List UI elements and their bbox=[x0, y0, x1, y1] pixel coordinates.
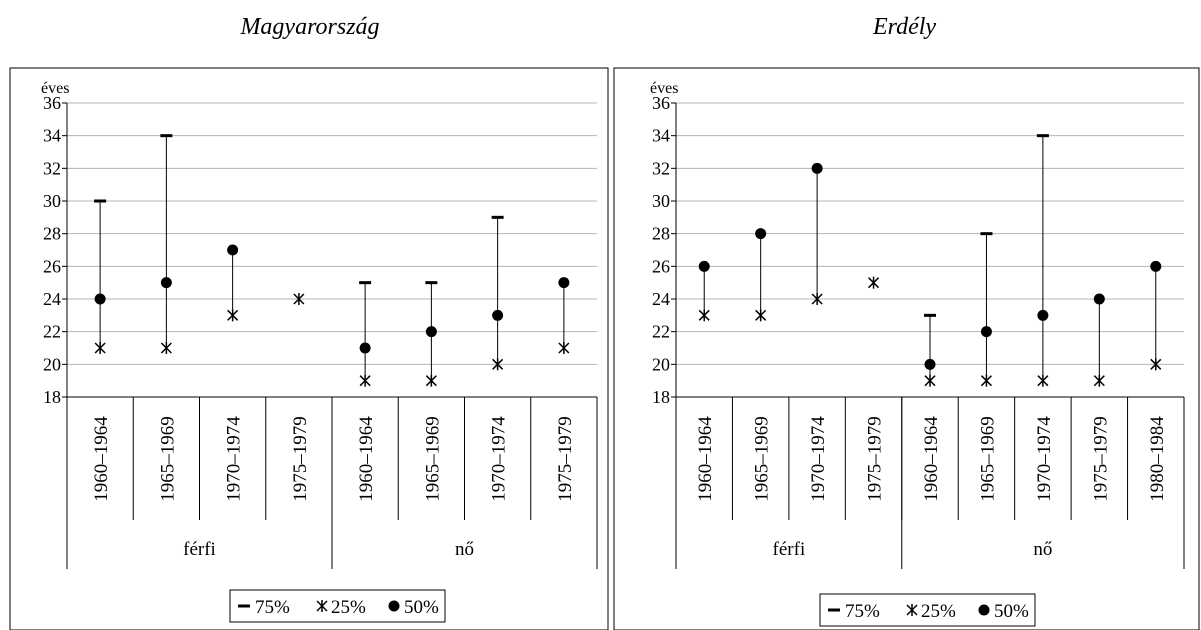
legend-marker-50 bbox=[978, 604, 990, 616]
legend-marker-50 bbox=[388, 600, 400, 612]
y-tick-label: 34 bbox=[652, 126, 670, 146]
marker-25 bbox=[359, 374, 371, 387]
chart-frame bbox=[9, 67, 609, 630]
marker-25 bbox=[924, 374, 936, 387]
y-tick-label: 36 bbox=[43, 93, 61, 113]
category-label: 1960–1964 bbox=[356, 416, 377, 502]
marker-50 bbox=[698, 260, 710, 272]
marker-25 bbox=[1093, 374, 1105, 387]
marker-50 bbox=[359, 342, 371, 354]
legend-label-75: 75% bbox=[845, 601, 880, 622]
marker-50 bbox=[924, 358, 936, 370]
category-label: 1975–1979 bbox=[865, 416, 886, 502]
legend-box bbox=[819, 593, 1036, 627]
marker-25 bbox=[492, 358, 504, 371]
y-tick-label: 34 bbox=[43, 126, 61, 146]
marker-50 bbox=[160, 277, 172, 289]
category-label: 1975–1979 bbox=[1090, 416, 1111, 502]
group-label: nő bbox=[1033, 539, 1052, 560]
y-tick-label: 18 bbox=[43, 387, 61, 407]
chart-frame bbox=[613, 67, 1200, 630]
marker-25 bbox=[94, 342, 106, 354]
category-label: 1980–1984 bbox=[1147, 416, 1168, 502]
y-tick-label: 24 bbox=[652, 289, 670, 309]
marker-25 bbox=[227, 309, 239, 322]
y-tick-label: 30 bbox=[652, 191, 670, 211]
marker-50 bbox=[1037, 309, 1049, 321]
marker-50 bbox=[811, 162, 823, 174]
marker-25 bbox=[160, 342, 172, 354]
marker-50 bbox=[1150, 260, 1162, 272]
legend-label-25: 25% bbox=[921, 601, 956, 622]
marker-25 bbox=[1037, 374, 1049, 387]
marker-25 bbox=[1150, 358, 1162, 371]
y-tick-label: 20 bbox=[652, 354, 670, 374]
y-tick-label: 22 bbox=[43, 322, 61, 342]
marker-25 bbox=[425, 374, 437, 387]
marker-50 bbox=[425, 326, 437, 338]
category-label: 1965–1969 bbox=[157, 416, 178, 502]
marker-25 bbox=[293, 293, 305, 305]
legend-label-75: 75% bbox=[255, 597, 290, 618]
marker-50 bbox=[94, 293, 106, 305]
y-tick-label: 24 bbox=[43, 289, 61, 309]
y-tick-label: 28 bbox=[652, 224, 670, 244]
category-label: 1975–1979 bbox=[555, 416, 576, 502]
marker-50 bbox=[492, 309, 504, 321]
y-tick-label: 18 bbox=[652, 387, 670, 407]
marker-25 bbox=[980, 374, 992, 387]
category-label: 1960–1964 bbox=[921, 416, 942, 502]
y-tick-label: 20 bbox=[43, 354, 61, 374]
category-label: 1975–1979 bbox=[290, 416, 311, 502]
group-label: férfi bbox=[773, 539, 806, 560]
legend-label-25: 25% bbox=[331, 597, 366, 618]
group-label: férfi bbox=[183, 539, 216, 560]
category-label: 1965–1969 bbox=[422, 416, 443, 502]
marker-50 bbox=[1093, 293, 1105, 305]
legend: 75% 25% 50% bbox=[229, 589, 446, 623]
y-tick-label: 36 bbox=[652, 93, 670, 113]
marker-50 bbox=[980, 326, 992, 338]
marker-25 bbox=[811, 293, 823, 305]
y-tick-label: 22 bbox=[652, 322, 670, 342]
category-label: 1965–1969 bbox=[752, 416, 773, 502]
marker-50 bbox=[558, 277, 570, 289]
y-tick-label: 30 bbox=[43, 191, 61, 211]
category-label: 1960–1964 bbox=[695, 416, 716, 502]
chart-title-erdely: Erdély bbox=[872, 14, 937, 40]
y-axis-label: éves bbox=[41, 80, 69, 97]
y-tick-label: 26 bbox=[43, 256, 61, 276]
chart-title-magyarorszag: Magyarország bbox=[240, 14, 380, 40]
category-label: 1970–1974 bbox=[489, 416, 510, 502]
legend-box bbox=[229, 589, 446, 623]
y-tick-label: 28 bbox=[43, 224, 61, 244]
category-label: 1960–1964 bbox=[91, 416, 112, 502]
category-label: 1970–1974 bbox=[808, 416, 829, 502]
legend-label-50: 50% bbox=[994, 601, 1029, 622]
y-tick-label: 26 bbox=[652, 256, 670, 276]
legend: 75% 25% 50% bbox=[819, 593, 1036, 627]
category-label: 1965–1969 bbox=[977, 416, 998, 502]
category-label: 1970–1974 bbox=[224, 416, 245, 502]
marker-50 bbox=[755, 228, 767, 240]
legend-label-50: 50% bbox=[404, 597, 439, 618]
category-label: 1970–1974 bbox=[1034, 416, 1055, 502]
y-axis-label: éves bbox=[650, 80, 678, 97]
y-tick-label: 32 bbox=[652, 158, 670, 178]
marker-50 bbox=[227, 244, 239, 256]
group-label: nő bbox=[455, 539, 474, 560]
marker-25 bbox=[558, 342, 570, 354]
marker-25 bbox=[755, 309, 767, 322]
marker-25 bbox=[698, 309, 710, 322]
marker-25 bbox=[868, 276, 880, 289]
y-tick-label: 32 bbox=[43, 158, 61, 178]
